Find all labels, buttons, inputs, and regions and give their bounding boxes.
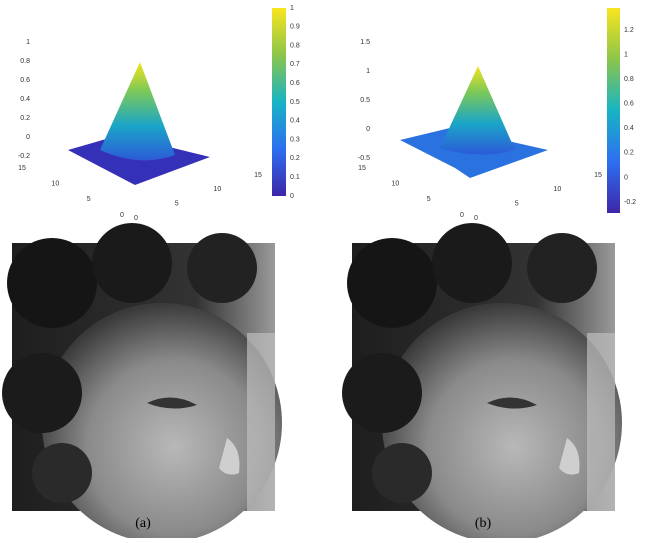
colorbar-tick-label: 0.9 xyxy=(290,24,300,31)
z-tick-label: -0.2 xyxy=(18,153,30,160)
colorbar-tick-label: 1 xyxy=(624,51,628,58)
y-tick-label: 10 xyxy=(51,181,59,188)
colorbar-tick-label: 0.2 xyxy=(290,155,300,162)
colorbar-tick-label: -0.2 xyxy=(624,199,636,206)
x-tick-label: 5 xyxy=(515,201,519,208)
z-tick-label: 1 xyxy=(366,68,370,75)
y-tick-label: 5 xyxy=(87,196,91,203)
surface-peak xyxy=(100,62,175,160)
x-tick-label: 10 xyxy=(213,186,221,193)
z-tick-label: 0.4 xyxy=(20,96,30,103)
colorbar-tick-label: 0.2 xyxy=(624,150,634,157)
colorbar-tick-label: 0.1 xyxy=(290,174,300,181)
colorbar-tick-label: 0.3 xyxy=(290,136,300,143)
z-tick-label: 0 xyxy=(366,126,370,133)
surface-peak xyxy=(440,66,515,155)
z-tick-label: -0.5 xyxy=(358,155,370,162)
photo xyxy=(342,223,622,538)
colorbar-tick-label: 0.4 xyxy=(624,125,634,132)
colorbar-tick-label: 0.8 xyxy=(290,42,300,49)
colorbar-tick-label: 0 xyxy=(290,193,294,200)
colorbar-tick-label: 1 xyxy=(290,5,294,12)
caption: (a) xyxy=(135,516,151,531)
x-tick-label: 15 xyxy=(254,172,262,179)
colorbar-tick-label: 1.2 xyxy=(624,27,634,34)
colorbar-tick-label: 0.6 xyxy=(624,101,634,108)
colorbar-tick-label: 0 xyxy=(624,174,628,181)
y-tick-label: 5 xyxy=(427,196,431,203)
colorbar-tick-label: 0.7 xyxy=(290,61,300,68)
photo xyxy=(2,223,282,538)
colorbar xyxy=(607,8,620,213)
y-tick-label: 15 xyxy=(358,165,366,172)
colorbar-tick-label: 0.6 xyxy=(290,80,300,87)
z-tick-label: 1 xyxy=(26,39,30,46)
decor xyxy=(2,8,622,538)
figure: -0.200.20.40.60.8105101505101500.10.20.3… xyxy=(0,0,647,538)
x-tick-label: 15 xyxy=(594,172,602,179)
caption: (b) xyxy=(475,516,492,531)
y-tick-label: 0 xyxy=(460,212,464,219)
y-tick-label: 0 xyxy=(120,212,124,219)
x-tick-label: 5 xyxy=(175,201,179,208)
colorbar xyxy=(272,8,286,196)
z-tick-label: 0.5 xyxy=(360,97,370,104)
z-tick-label: 0.2 xyxy=(20,115,30,122)
z-tick-label: 1.5 xyxy=(360,39,370,46)
z-tick-label: 0.6 xyxy=(20,77,30,84)
x-tick-label: 10 xyxy=(553,186,561,193)
z-tick-label: 0.8 xyxy=(20,58,30,65)
colorbar-tick-label: 0.4 xyxy=(290,118,300,125)
x-tick-label: 0 xyxy=(474,215,478,222)
colorbar-tick-label: 0.8 xyxy=(624,76,634,83)
y-tick-label: 10 xyxy=(391,181,399,188)
colorbar-tick-label: 0.5 xyxy=(290,99,300,106)
x-tick-label: 0 xyxy=(134,215,138,222)
y-tick-label: 15 xyxy=(18,165,26,172)
z-tick-label: 0 xyxy=(26,134,30,141)
